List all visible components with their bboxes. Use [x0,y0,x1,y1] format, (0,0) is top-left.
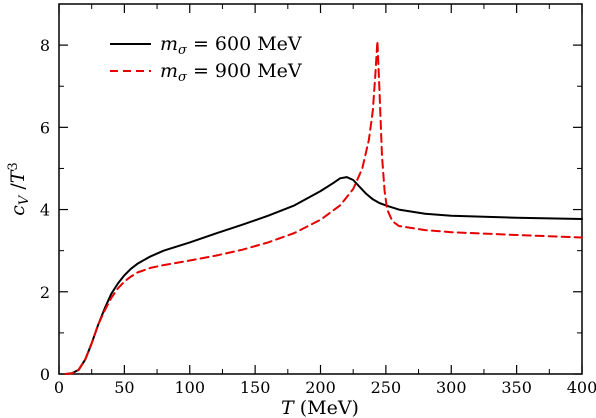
x-tick-label-100: 100 [174,378,205,397]
x-tick-label-0: 0 [54,378,64,397]
x-axis-label: T (MeV) [281,397,359,418]
series-line-1 [64,40,583,375]
legend-label-600: mσ = 600 MeV [160,33,302,58]
plot-frame [58,3,583,375]
x-tick-label-200: 200 [305,378,336,397]
x-tick-label-400: 400 [567,378,596,397]
tick-labels: 0 50 100 150 200 250 300 350 400 0 2 4 6 8 [40,36,596,397]
y-tick-label-6: 6 [40,118,50,137]
x-tick-label-250: 250 [371,378,402,397]
x-tick-label-350: 350 [501,378,532,397]
x-tick-label-150: 150 [240,378,271,397]
y-tick-label-4: 4 [40,201,50,220]
y-tick-label-8: 8 [40,36,50,55]
axis-ticks [58,4,583,375]
x-tick-label-300: 300 [436,378,467,397]
legend: mσ = 600 MeV mσ = 900 MeV [110,33,302,85]
legend-label-900: mσ = 900 MeV [160,60,302,85]
series-layer [64,40,583,375]
series-line-0 [64,176,583,375]
y-tick-label-2: 2 [40,283,50,302]
x-tick-label-50: 50 [114,378,134,397]
y-axis-label: cV /T3 [6,162,32,215]
y-tick-label-0: 0 [40,365,50,384]
